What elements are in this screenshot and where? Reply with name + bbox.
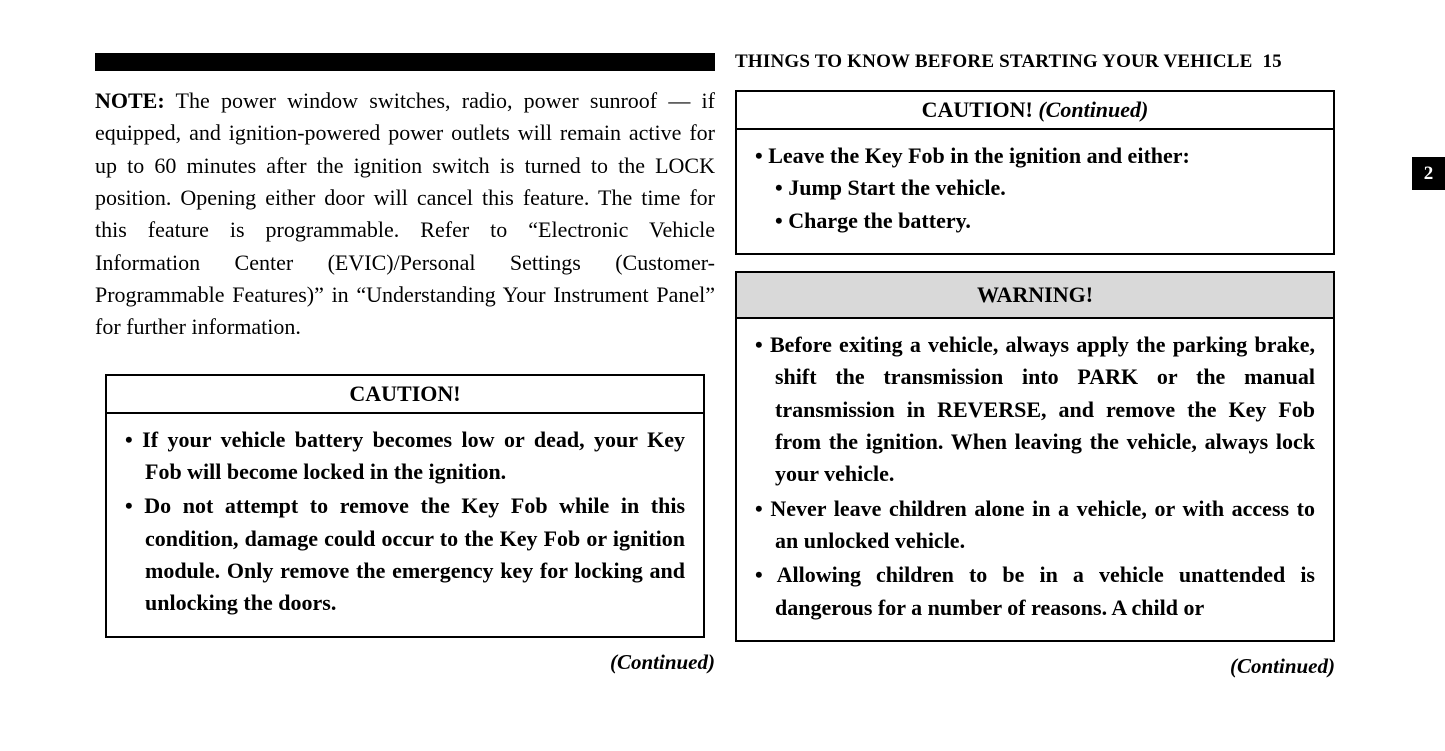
header-black-bar (95, 53, 715, 71)
caution-item-text: Leave the Key Fob in the ignition and ei… (768, 143, 1190, 168)
left-column: NOTE: The power window switches, radio, … (95, 85, 715, 675)
caution-sub-item: Charge the battery. (775, 205, 1315, 237)
section-title: THINGS TO KNOW BEFORE STARTING YOUR VEHI… (735, 51, 1253, 72)
caution-item: If your vehicle battery becomes low or d… (125, 424, 685, 489)
page-number: 15 (1262, 51, 1281, 72)
caution-continued-header: CAUTION! (Continued) (737, 92, 1333, 130)
caution-item: Do not attempt to remove the Key Fob whi… (125, 490, 685, 619)
page-header: THINGS TO KNOW BEFORE STARTING YOUR VEHI… (735, 51, 1345, 73)
caution-body: If your vehicle battery becomes low or d… (107, 414, 703, 636)
caution-header-main: CAUTION! (922, 97, 1033, 122)
warning-box: WARNING! Before exiting a vehicle, alway… (735, 271, 1335, 642)
chapter-tab: 2 (1412, 157, 1445, 190)
warning-item: Never leave children alone in a vehicle,… (755, 493, 1315, 558)
continued-label: (Continued) (95, 650, 715, 675)
caution-sub-item: Jump Start the vehicle. (775, 172, 1315, 204)
warning-header: WARNING! (737, 273, 1333, 319)
caution-box: CAUTION! If your vehicle battery becomes… (105, 374, 705, 638)
caution-header-suffix: (Continued) (1033, 97, 1149, 122)
caution-continued-body: Leave the Key Fob in the ignition and ei… (737, 130, 1333, 253)
right-column: CAUTION! (Continued) Leave the Key Fob i… (735, 90, 1335, 679)
warning-body: Before exiting a vehicle, always apply t… (737, 319, 1333, 640)
continued-label: (Continued) (735, 654, 1335, 679)
warning-item: Before exiting a vehicle, always apply t… (755, 329, 1315, 491)
chapter-number: 2 (1424, 163, 1434, 185)
warning-item: Allowing children to be in a vehicle una… (755, 559, 1315, 624)
caution-item: Leave the Key Fob in the ignition and ei… (755, 140, 1315, 237)
note-paragraph: NOTE: The power window switches, radio, … (95, 85, 715, 344)
caution-header: CAUTION! (107, 376, 703, 414)
note-text: The power window switches, radio, power … (95, 88, 715, 339)
caution-continued-box: CAUTION! (Continued) Leave the Key Fob i… (735, 90, 1335, 255)
note-label: NOTE: (95, 88, 165, 113)
